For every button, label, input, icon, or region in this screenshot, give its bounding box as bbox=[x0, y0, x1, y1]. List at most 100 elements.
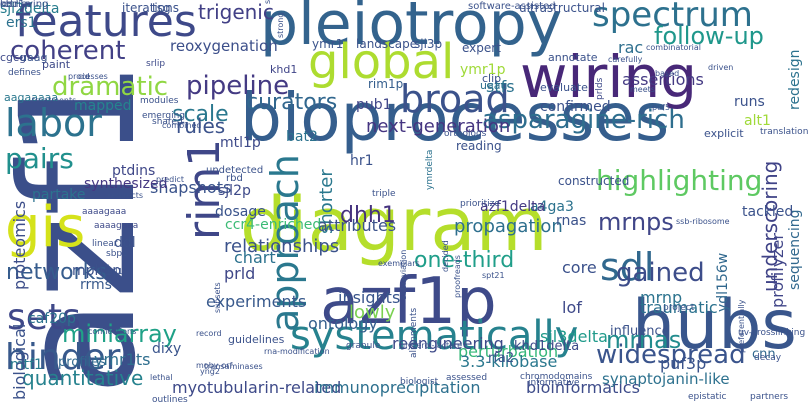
word-widespread: widespread bbox=[596, 340, 746, 370]
word-azf1p: azf1p bbox=[320, 265, 497, 339]
word-mrnas: mrnas bbox=[606, 326, 682, 354]
word-software-assisted: software-assisted bbox=[468, 1, 556, 12]
word-combined: combined bbox=[162, 121, 202, 130]
word-rrms: rrms bbox=[80, 277, 112, 293]
word-sjl2delta: sjl2delta bbox=[0, 1, 60, 17]
word-aagaaaaa: aagaaaaa bbox=[4, 91, 59, 104]
word-rnas: rnas bbox=[556, 213, 587, 229]
word-strong: strong bbox=[276, 12, 285, 38]
word-ssb-ribosome: ssb-ribosome bbox=[676, 217, 730, 226]
word-cgcg: cgcg bbox=[0, 51, 27, 64]
word-sjl3delta: sjl3delta bbox=[540, 327, 608, 346]
word-trigenic: trigenic bbox=[198, 0, 274, 24]
word-uaau: uaau bbox=[480, 79, 508, 92]
word-carefully: carefully bbox=[608, 55, 643, 64]
word-lowly: lowly bbox=[349, 302, 396, 323]
word-next-generation: next-generation bbox=[366, 116, 511, 137]
word-emerging: emerging bbox=[142, 111, 186, 121]
word-runs: runs bbox=[734, 94, 765, 110]
word-bioinformatics: bioinformatics bbox=[526, 378, 640, 397]
word-tackled: tackled bbox=[742, 204, 794, 220]
word-pipeline: pipeline bbox=[186, 71, 290, 101]
word-dosage: dosage bbox=[215, 204, 266, 220]
word-rim1p: rim1p bbox=[368, 77, 404, 91]
word-sequencing: sequencing bbox=[787, 209, 803, 291]
word-outlines: outlines bbox=[152, 395, 188, 404]
word-mapped: mapped bbox=[74, 98, 132, 114]
word-assertions: assertions bbox=[622, 70, 704, 89]
word-ymrdelta: ymrdelta bbox=[425, 149, 435, 190]
word-snapshots: snapshots bbox=[150, 178, 232, 197]
word-mrnp: mrnp bbox=[640, 288, 683, 307]
word-uaag: uaag bbox=[20, 51, 48, 64]
word-propagation: propagation bbox=[454, 216, 563, 237]
word-undetected: undetected bbox=[206, 165, 264, 176]
word-proofreads: proofreads bbox=[453, 255, 462, 298]
word-epistatic: epistatic bbox=[688, 392, 727, 402]
word-hubs: hubs bbox=[632, 286, 797, 365]
word-constructed: constructed bbox=[558, 174, 630, 188]
word-modules: modules bbox=[140, 96, 179, 106]
word-relationships: relationships bbox=[224, 236, 340, 257]
word-3-3-kilobase: 3.3-kilobase bbox=[460, 352, 558, 371]
word-triple: triple bbox=[372, 189, 396, 199]
word-explicit: explicit bbox=[704, 127, 744, 140]
word-abbreviation: abbreviation bbox=[399, 249, 408, 300]
word-ers1: ers1 bbox=[6, 15, 37, 31]
word-curators: curators bbox=[246, 90, 338, 115]
word-chart: chart bbox=[234, 248, 276, 267]
word-processes: processes bbox=[68, 72, 108, 81]
word-cnn: cnn bbox=[752, 347, 776, 362]
word-expert: expert bbox=[462, 41, 501, 55]
word-prlds: prlds bbox=[595, 77, 605, 100]
word-based: based bbox=[655, 69, 680, 78]
word-spectrum: spectrum bbox=[592, 0, 753, 35]
word-attributes: attributes bbox=[318, 216, 397, 235]
word-wiring: wiring bbox=[520, 43, 698, 111]
word-biological: biological bbox=[10, 323, 29, 400]
word-granule: granule bbox=[346, 341, 381, 351]
word-assessed: assessed bbox=[446, 373, 488, 383]
word-insights: insights bbox=[338, 288, 401, 307]
word-mph1p: mph1p bbox=[72, 263, 122, 279]
word-alignments: alignments bbox=[409, 307, 419, 358]
word-synaptojanin-like: synaptojanin-like bbox=[602, 370, 730, 388]
word-partners: partners bbox=[750, 392, 789, 402]
word-rna-modification: rna-modification bbox=[264, 347, 330, 356]
word-dixy: dixy bbox=[152, 341, 182, 357]
word-decided: decided bbox=[441, 240, 450, 272]
word-khd1: khd1 bbox=[270, 63, 298, 76]
word-spt21: spt21 bbox=[482, 271, 505, 280]
word-stfs: stfs bbox=[486, 77, 515, 96]
word-iterations: iterations bbox=[122, 1, 179, 15]
word-ydl156w: ydl156w bbox=[715, 252, 731, 312]
word-record: record bbox=[196, 329, 222, 338]
word-landscape: landscape bbox=[356, 37, 418, 51]
word-preferentially: preferentially bbox=[737, 299, 746, 353]
word-mrnps: mrnps bbox=[598, 208, 674, 236]
word-pub1: pub1 bbox=[356, 97, 392, 113]
word-lof: lof bbox=[562, 298, 582, 317]
word-global: global bbox=[308, 34, 455, 90]
word-bioprocesses: bioprocesses bbox=[240, 79, 670, 156]
word-aaaagaaa: aaaagaaa bbox=[94, 221, 139, 231]
word-partake: partake bbox=[32, 187, 86, 203]
word-one-third: one-third bbox=[414, 248, 515, 273]
word-translation: translation bbox=[760, 127, 808, 137]
word-clip: clip bbox=[482, 72, 502, 85]
word-networks: networks bbox=[6, 260, 107, 285]
word-transaminases: transaminases bbox=[204, 362, 263, 371]
word-puf5: puf5 bbox=[652, 103, 671, 112]
word-driven: driven bbox=[708, 63, 734, 72]
word-confirmed: confirmed bbox=[540, 99, 611, 115]
word-systematically: systematically bbox=[290, 313, 579, 359]
word-informative: informative bbox=[528, 378, 580, 388]
word-caf20p: caf20p bbox=[28, 311, 76, 327]
word-core: core bbox=[562, 258, 597, 277]
word-reengineering: reengineering bbox=[392, 334, 504, 353]
word-follow-up: follow-up bbox=[654, 22, 764, 50]
word-experiments: experiments bbox=[206, 292, 307, 311]
word-cid: cid bbox=[78, 72, 90, 81]
word-ymr1: ymr1 bbox=[312, 37, 344, 51]
